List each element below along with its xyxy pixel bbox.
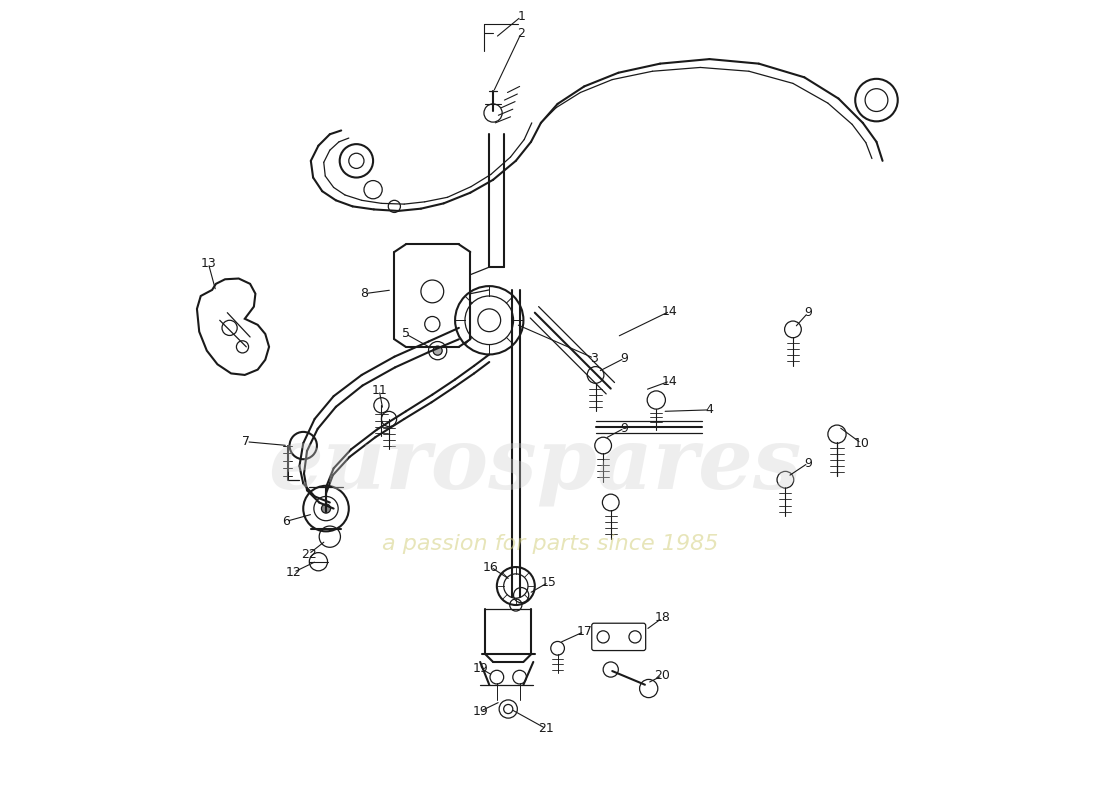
Text: 17: 17 <box>576 625 592 638</box>
Text: 13: 13 <box>200 257 217 270</box>
Text: 9: 9 <box>804 457 812 470</box>
Text: 11: 11 <box>372 384 387 397</box>
Text: 22: 22 <box>300 548 317 561</box>
Text: 9: 9 <box>804 306 812 319</box>
Text: 4: 4 <box>705 403 714 416</box>
Text: 14: 14 <box>662 305 678 318</box>
Text: 19: 19 <box>472 662 488 674</box>
Text: 21: 21 <box>538 722 554 735</box>
Text: 9: 9 <box>620 352 628 365</box>
Text: 14: 14 <box>662 374 678 387</box>
Text: 18: 18 <box>654 611 670 625</box>
Text: 10: 10 <box>854 437 869 450</box>
Text: 16: 16 <box>483 561 498 574</box>
Text: 1: 1 <box>517 10 525 23</box>
Text: 5: 5 <box>402 327 409 341</box>
Text: 3: 3 <box>590 352 598 365</box>
Text: 12: 12 <box>286 566 301 579</box>
Text: a passion for parts since 1985: a passion for parts since 1985 <box>382 534 718 554</box>
Text: 20: 20 <box>654 669 670 682</box>
Text: 2: 2 <box>517 26 525 40</box>
Circle shape <box>321 504 331 513</box>
Circle shape <box>433 346 442 355</box>
Text: 9: 9 <box>620 422 628 434</box>
Text: eurospares: eurospares <box>268 422 802 506</box>
Text: 7: 7 <box>242 435 251 448</box>
Text: 6: 6 <box>282 515 289 528</box>
Text: 15: 15 <box>540 576 557 589</box>
Text: 19: 19 <box>472 705 488 718</box>
Text: 8: 8 <box>360 287 368 300</box>
